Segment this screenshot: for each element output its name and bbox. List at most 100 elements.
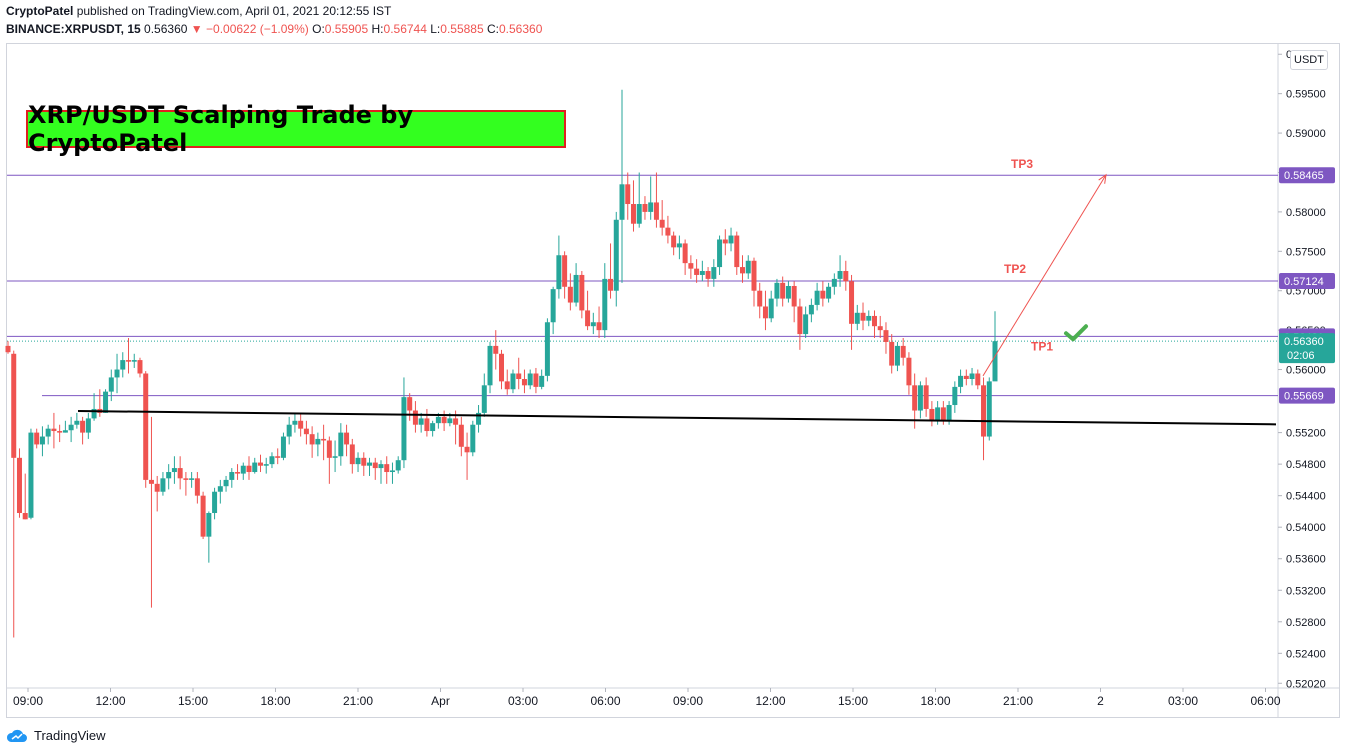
candle-body bbox=[269, 456, 275, 465]
x-tick-label: 09:00 bbox=[673, 694, 703, 708]
candle-body bbox=[510, 373, 516, 390]
candle-body bbox=[315, 438, 321, 445]
candle-body bbox=[619, 184, 625, 220]
x-tick-label: 2 bbox=[1097, 694, 1104, 708]
candle-body bbox=[894, 345, 900, 366]
candle-body bbox=[671, 235, 677, 248]
candle-body bbox=[263, 464, 269, 466]
candle-body bbox=[992, 341, 998, 382]
candle-body bbox=[453, 418, 459, 425]
candle-body bbox=[808, 304, 814, 315]
candle-body bbox=[504, 381, 510, 390]
candle-body bbox=[74, 420, 80, 425]
candle-body bbox=[843, 271, 849, 282]
x-tick-label: 18:00 bbox=[920, 694, 950, 708]
candle-body bbox=[722, 239, 728, 244]
chart-frame bbox=[6, 43, 1340, 718]
candle-body bbox=[418, 418, 424, 425]
x-tick-label: 18:00 bbox=[260, 694, 290, 708]
candle-body bbox=[189, 478, 195, 480]
candle-body bbox=[154, 483, 160, 492]
candle-body bbox=[734, 235, 740, 268]
author-name[interactable]: CryptoPatel bbox=[6, 4, 74, 18]
candle-body bbox=[458, 424, 464, 447]
candle-body bbox=[814, 290, 820, 305]
candle-body bbox=[745, 260, 751, 274]
candle-body bbox=[625, 184, 631, 205]
candle-body bbox=[407, 397, 413, 411]
candle-body bbox=[240, 465, 246, 474]
candle-body bbox=[539, 375, 545, 387]
candle-body bbox=[728, 235, 734, 244]
target-label-tp1: TP1 bbox=[1031, 339, 1053, 353]
candle-body bbox=[344, 432, 350, 445]
candle-body bbox=[235, 472, 241, 474]
candle-body bbox=[585, 310, 591, 327]
candle-body bbox=[384, 464, 390, 473]
candle-body bbox=[688, 263, 694, 269]
candle-body bbox=[51, 428, 57, 432]
candle-body bbox=[630, 204, 636, 224]
candle-body bbox=[487, 345, 493, 386]
candle-body bbox=[120, 360, 126, 370]
candle-body bbox=[34, 432, 40, 445]
candle-body bbox=[780, 282, 786, 299]
candle-body bbox=[499, 353, 504, 382]
candle-body bbox=[877, 326, 883, 331]
candle-body bbox=[797, 306, 803, 335]
candle-body bbox=[212, 491, 218, 514]
candle-body bbox=[424, 418, 430, 432]
x-tick-label: 12:00 bbox=[95, 694, 125, 708]
high-label: H: bbox=[371, 22, 384, 36]
x-tick-label: 21:00 bbox=[343, 694, 373, 708]
candle-body bbox=[435, 416, 441, 424]
candle-body bbox=[85, 418, 91, 433]
candle-body bbox=[464, 446, 470, 453]
x-tick-label: 06:00 bbox=[1250, 694, 1280, 708]
candle-body bbox=[332, 456, 338, 458]
candle-body bbox=[62, 430, 68, 433]
x-tick-label: 06:00 bbox=[590, 694, 620, 708]
publish-text: published on TradingView.com, April 01, … bbox=[76, 4, 392, 18]
y-tick-label: 0.56000 bbox=[1286, 365, 1326, 377]
candle-body bbox=[602, 278, 608, 331]
candle-body bbox=[275, 456, 281, 458]
candle-body bbox=[608, 278, 614, 291]
candle-body bbox=[562, 255, 568, 287]
level-price-tag bbox=[1279, 387, 1335, 404]
candle-body bbox=[860, 312, 866, 321]
candle-body bbox=[355, 457, 361, 465]
currency-unit-button[interactable]: USDT bbox=[1290, 50, 1328, 70]
candle-body bbox=[39, 436, 45, 445]
x-tick-label: 15:00 bbox=[838, 694, 868, 708]
candle-body bbox=[648, 202, 654, 212]
y-tick-label: 0.52800 bbox=[1286, 617, 1326, 629]
candle-body bbox=[550, 289, 556, 323]
candle-body bbox=[791, 285, 797, 307]
candle-body bbox=[349, 444, 355, 465]
candle-body bbox=[338, 432, 344, 457]
candle-body bbox=[430, 423, 436, 432]
close-label: C: bbox=[487, 22, 499, 36]
candle-body bbox=[516, 373, 522, 380]
candle-body bbox=[217, 486, 223, 492]
candle-body bbox=[952, 386, 958, 406]
candle-body bbox=[762, 306, 768, 319]
candle-body bbox=[533, 373, 539, 387]
level-price-tag bbox=[1279, 272, 1335, 289]
candle-body bbox=[286, 424, 292, 437]
candle-body bbox=[194, 478, 200, 496]
candle-body bbox=[68, 424, 74, 431]
candle-body bbox=[636, 204, 642, 224]
candle-body bbox=[326, 440, 332, 458]
candle-body bbox=[114, 369, 120, 378]
footer-brand[interactable]: TradingView bbox=[6, 728, 106, 743]
candle-body bbox=[906, 357, 912, 386]
candle-body bbox=[912, 385, 918, 411]
down-arrow-icon: ▼ bbox=[190, 22, 203, 36]
x-tick-label: Apr bbox=[431, 694, 450, 708]
candle-body bbox=[935, 407, 941, 421]
candle-body bbox=[854, 312, 860, 324]
candle-body bbox=[676, 243, 682, 248]
